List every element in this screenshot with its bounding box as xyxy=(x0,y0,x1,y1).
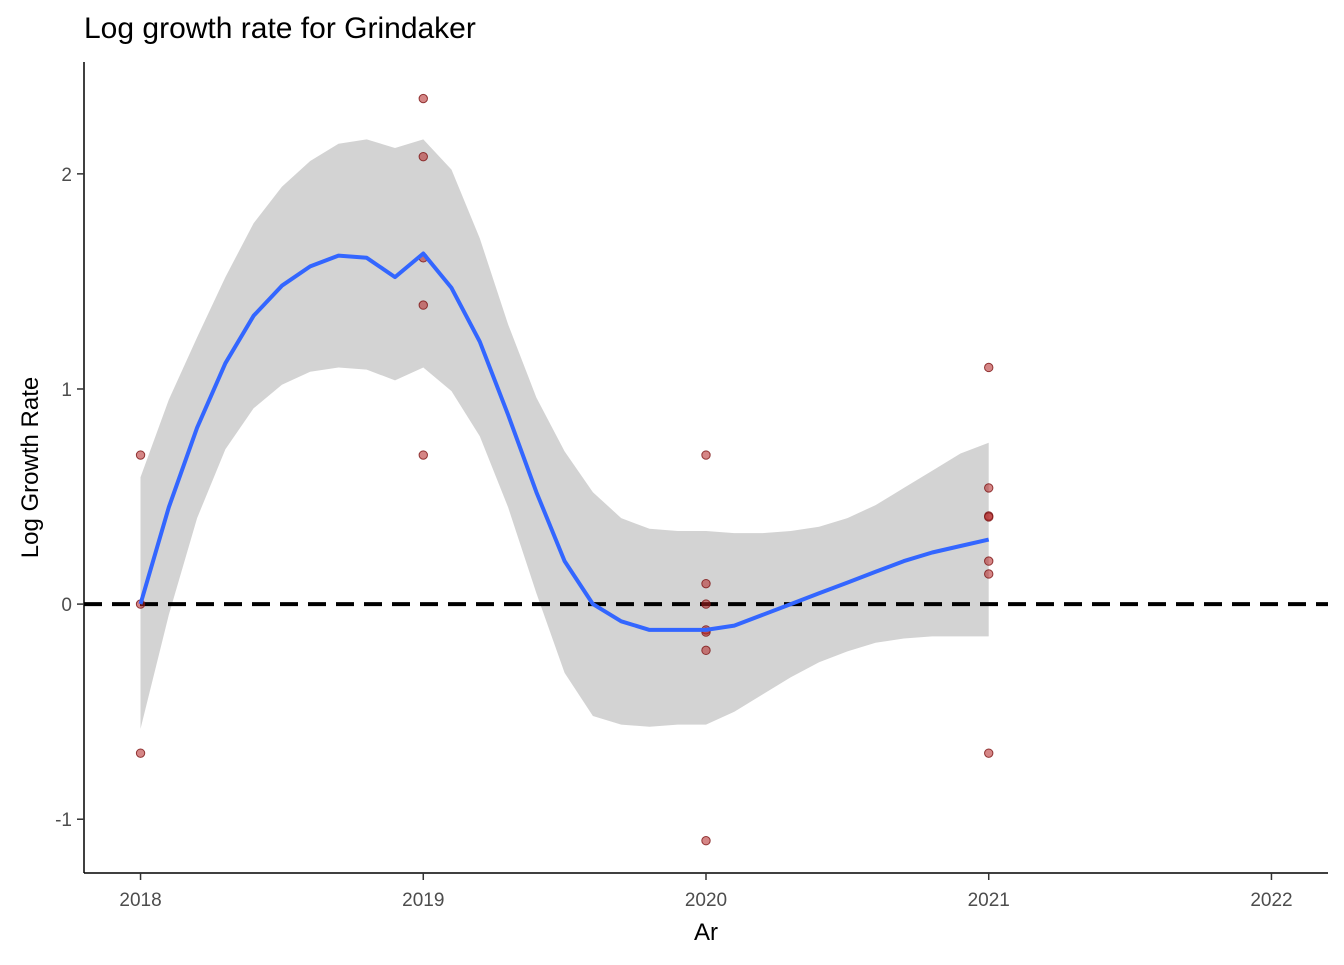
y-tick-label: 2 xyxy=(61,165,72,186)
smooth-fit-line xyxy=(138,251,990,632)
x-tick-label: 2022 xyxy=(1250,890,1292,911)
x-tick-label: 2021 xyxy=(968,890,1010,911)
data-point xyxy=(984,512,994,522)
data-point xyxy=(135,450,146,460)
data-point xyxy=(701,599,711,609)
data-point xyxy=(418,151,428,162)
confidence-band xyxy=(140,139,989,729)
data-point xyxy=(984,748,994,758)
data-point xyxy=(984,483,994,493)
chart-title: Log growth rate for Grindaker xyxy=(84,12,476,45)
data-point xyxy=(418,300,428,310)
data-point xyxy=(701,836,711,846)
y-axis-title: Log Growth Rate xyxy=(17,377,44,558)
y-tick-label: 0 xyxy=(61,595,72,616)
y-tick-label: -1 xyxy=(55,810,72,831)
data-point xyxy=(418,93,428,104)
data-point xyxy=(984,362,994,373)
data-point xyxy=(418,450,428,460)
data-point xyxy=(984,569,994,579)
x-tick-label: 2019 xyxy=(402,890,444,911)
confidence-band-layer xyxy=(140,139,989,729)
x-axis-title: Ar xyxy=(694,919,718,946)
x-tick-label: 2018 xyxy=(119,890,161,911)
data-point xyxy=(701,645,711,656)
smooth-line-layer xyxy=(138,251,990,632)
data-point xyxy=(984,556,994,566)
data-point xyxy=(701,578,711,589)
axes-layer: 2018 2019 2020 2021 2022 -1 0 1 2 xyxy=(55,62,1328,911)
x-tick-label: 2020 xyxy=(685,890,727,911)
data-point xyxy=(135,748,146,758)
y-tick-label: 1 xyxy=(61,380,72,401)
data-point xyxy=(701,450,711,460)
